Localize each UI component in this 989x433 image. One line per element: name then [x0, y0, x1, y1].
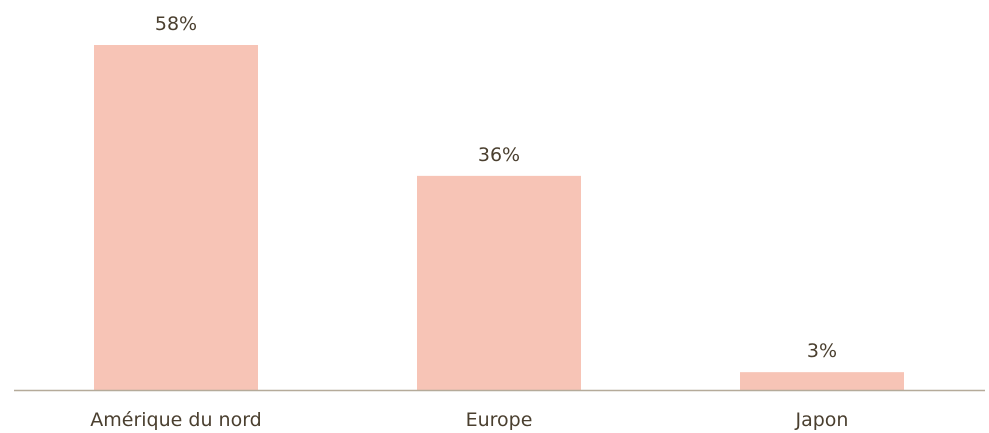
- value-label: 36%: [478, 144, 520, 166]
- bar-am-rique-du-nord: [94, 45, 258, 390]
- bar-japon: [740, 372, 904, 390]
- category-label: Amérique du nord: [90, 409, 261, 431]
- bars-group: [94, 45, 904, 390]
- category-label: Europe: [466, 409, 533, 431]
- value-label: 58%: [155, 13, 197, 35]
- value-label: 3%: [807, 340, 837, 362]
- category-labels-group: Amérique du nord Europe Japon: [90, 409, 848, 431]
- value-labels-group: 58% 36% 3%: [155, 13, 837, 362]
- category-label: Japon: [795, 409, 849, 431]
- bar-europe: [417, 175, 581, 390]
